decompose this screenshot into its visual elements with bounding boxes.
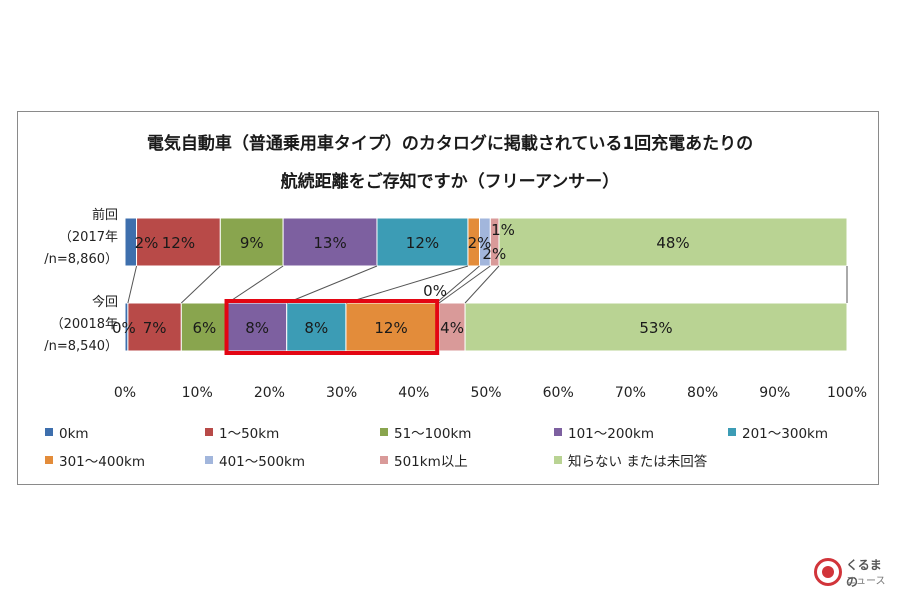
bar-segment: [464, 302, 848, 352]
x-tick-label: 90%: [759, 385, 790, 401]
series-line: [345, 265, 469, 304]
x-tick-label: 0%: [114, 385, 136, 401]
series-line: [438, 265, 491, 304]
category-n: /n=8,540）: [44, 339, 118, 354]
series-line: [286, 265, 378, 304]
legend-swatch: [205, 456, 213, 464]
legend-label: 301～400km: [59, 454, 145, 470]
bar-segment: [282, 217, 378, 267]
data-label: 8%: [245, 319, 269, 337]
bar-segment: [345, 302, 437, 352]
bar-segment: [180, 302, 229, 352]
legend-swatch: [380, 428, 388, 436]
category-name: 前回: [91, 208, 118, 223]
series-line: [464, 265, 500, 304]
x-tick-label: 60%: [543, 385, 574, 401]
series-line: [227, 265, 284, 304]
x-tick-label: 20%: [254, 385, 285, 401]
data-label: 12%: [162, 234, 195, 252]
logo-line1: くるまの: [846, 558, 882, 589]
data-label: 12%: [374, 319, 407, 337]
data-label: 0%: [423, 282, 447, 300]
data-label: 2%: [482, 245, 506, 263]
data-label: 6%: [193, 319, 217, 337]
x-tick-label: 40%: [398, 385, 429, 401]
highlight-box: [224, 299, 440, 355]
category-label-previous: 前回 （2017年 /n=8,860）: [26, 205, 118, 271]
bar-segment: [219, 217, 284, 267]
data-label: 2%: [468, 234, 492, 252]
logo-line2: ニュース: [846, 576, 886, 587]
data-label: 9%: [240, 234, 264, 252]
category-year: （20018年: [50, 317, 118, 332]
data-label: 8%: [304, 319, 328, 337]
legend-swatch: [205, 428, 213, 436]
chart-subtitle: 航続距離をご存知ですか（フリーアンサー）: [280, 172, 620, 192]
x-tick-label: 50%: [470, 385, 501, 401]
chart-frame: [17, 111, 879, 485]
category-name: 今回: [91, 295, 118, 310]
category-n: /n=8,860）: [44, 252, 118, 267]
legend-swatch: [380, 456, 388, 464]
data-label: 2%: [135, 234, 159, 252]
legend-swatch: [728, 428, 736, 436]
legend-swatch: [554, 428, 562, 436]
bar-segment: [286, 302, 347, 352]
data-label: 0%: [112, 319, 136, 337]
legend-label: 0km: [59, 426, 89, 442]
category-year: （2017年: [58, 230, 118, 245]
series-line: [435, 265, 480, 304]
legend-label: 501km以上: [394, 454, 468, 470]
data-label: 7%: [143, 319, 167, 337]
chart-title: 電気自動車（普通乗用車タイプ）のカタログに掲載されている1回充電あたりの: [146, 134, 754, 154]
x-tick-label: 100%: [827, 385, 867, 401]
legend-swatch: [45, 428, 53, 436]
data-label: 48%: [656, 234, 689, 252]
data-label: 4%: [440, 319, 464, 337]
data-label: 1%: [491, 221, 515, 239]
series-line: [180, 265, 221, 304]
brand-logo: くるまの ニュース: [814, 556, 888, 590]
bar-segment: [498, 217, 848, 267]
category-label-current: 今回 （20018年 /n=8,540）: [26, 292, 118, 358]
logo-mark-icon: [814, 558, 842, 586]
legend-swatch: [554, 456, 562, 464]
x-tick-label: 80%: [687, 385, 718, 401]
x-tick-label: 30%: [326, 385, 357, 401]
legend-label: 51～100km: [394, 426, 471, 442]
data-label: 13%: [313, 234, 346, 252]
legend-label: 201～300km: [742, 426, 828, 442]
data-label: 53%: [639, 319, 672, 337]
x-tick-label: 10%: [182, 385, 213, 401]
series-line: [127, 265, 138, 304]
legend-swatch: [45, 456, 53, 464]
legend-label: 1～50km: [219, 426, 279, 442]
legend-label: 知らない または未回答: [568, 453, 708, 470]
legend-label: 101～200km: [568, 426, 654, 442]
x-tick-label: 70%: [615, 385, 646, 401]
legend-label: 401～500km: [219, 454, 305, 470]
data-label: 12%: [406, 234, 439, 252]
